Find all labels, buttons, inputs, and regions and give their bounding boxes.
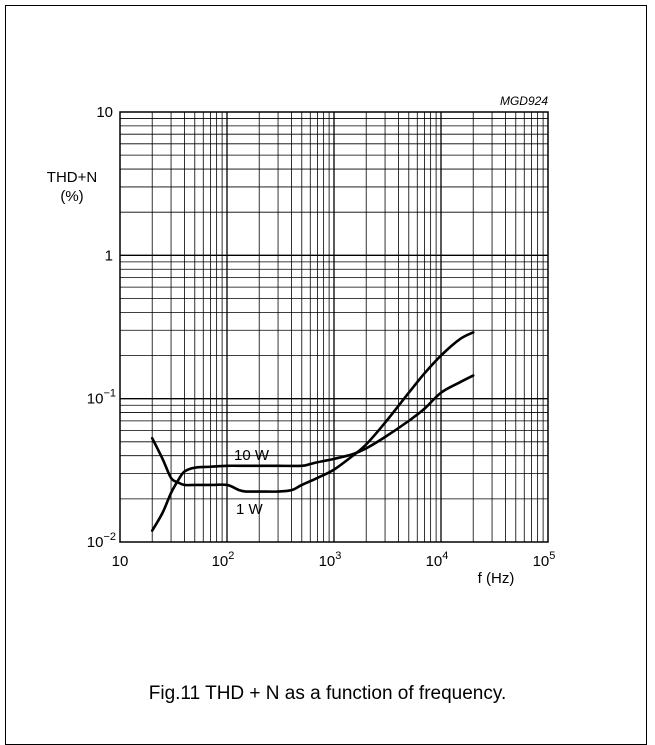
tick-labels: 10 102 103 104 105 10 1 10−1 10−2: [87, 104, 556, 570]
annotation-1w: 1 W: [236, 501, 264, 518]
y-tick-label-0: 10: [96, 104, 113, 121]
y-axis-label-line1: THD+N: [47, 169, 97, 186]
figure-code: MGD924: [500, 94, 548, 108]
y-tick-label-3: 10−2: [87, 531, 116, 551]
series-layer: [150, 331, 475, 532]
y-tick-label-2: 10−1: [87, 388, 116, 408]
x-tick-label-3: 104: [426, 550, 449, 570]
x-tick-label-0: 10: [112, 553, 129, 570]
x-tick-label-1: 102: [212, 550, 235, 570]
x-tick-label-4: 105: [533, 550, 556, 570]
series-line-1w: [150, 331, 475, 493]
x-tick-label-2: 103: [319, 550, 342, 570]
annotation-10w: 10 W: [234, 447, 270, 464]
grid: [120, 112, 548, 542]
series-line-10w: [150, 374, 475, 532]
figure-caption: Fig.11 THD + N as a function of frequenc…: [148, 683, 507, 704]
plot-area-border: [119, 111, 549, 543]
x-axis-label: f (Hz): [478, 570, 515, 587]
y-tick-label-1: 1: [105, 247, 113, 264]
y-axis-label-line2: (%): [60, 188, 83, 205]
